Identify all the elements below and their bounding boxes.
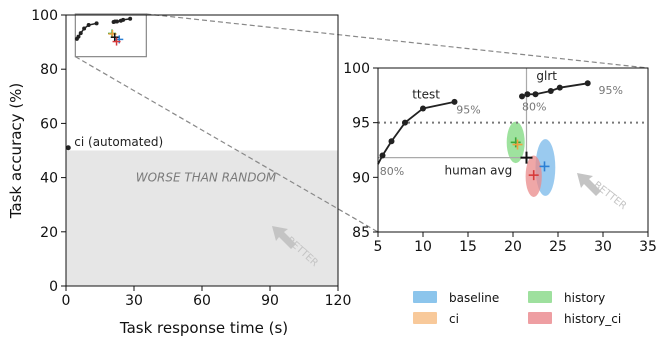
main-x-tick-label: 120 xyxy=(325,293,352,309)
inset-glrt-point xyxy=(556,84,563,91)
main-y-tick-label: 40 xyxy=(40,171,58,187)
inset-plot: human avg ttest glrt 95% 80% 95% 80% BET… xyxy=(343,61,657,255)
main-x-tick-label: 60 xyxy=(193,293,211,309)
legend-swatch-ci xyxy=(413,312,437,324)
inset-better-arrow xyxy=(577,173,601,196)
main-y-tick-label: 80 xyxy=(40,62,58,78)
zoom-box xyxy=(74,13,147,58)
glrt-80-percent-label: 80% xyxy=(522,100,546,113)
zoom-connector-top xyxy=(146,13,649,69)
inset-marker-baseline xyxy=(539,161,550,172)
main-points xyxy=(74,16,133,41)
inset-y-tick-label: 85 xyxy=(352,225,370,241)
main-y-tick-label: 0 xyxy=(49,279,58,295)
inset-y-tick-label: 90 xyxy=(352,170,370,186)
main-y-tick-label: 60 xyxy=(40,116,58,132)
main-ttest-point xyxy=(82,26,87,31)
inset-glrt-point xyxy=(547,87,554,94)
inset-markers xyxy=(510,137,550,181)
inset-ttest-point xyxy=(451,98,458,105)
main-ttest-point xyxy=(76,34,81,39)
main-y-axis-label: Task accuracy (%) xyxy=(7,83,25,220)
human-avg-label: human avg xyxy=(445,164,513,178)
inset-x-tick-label: 10 xyxy=(414,239,432,255)
ttest-label: ttest xyxy=(412,88,440,102)
main-ttest-point xyxy=(78,31,83,36)
glrt-label: glrt xyxy=(536,69,557,83)
inset-x-ticks: 5 10 15 20 25 30 35 xyxy=(374,232,657,255)
inset-points xyxy=(379,80,591,159)
inset-x-tick-label: 35 xyxy=(639,239,657,255)
main-marker-history-ci xyxy=(112,37,121,46)
inset-y-ticks: 85 90 95 100 xyxy=(343,61,378,241)
inset-ttest-point xyxy=(388,138,395,145)
inset-x-tick-label: 20 xyxy=(504,239,522,255)
main-plot: WORSE THAN RANDOM BETTER ci (automated) … xyxy=(7,8,649,337)
main-x-tick-label: 30 xyxy=(125,293,143,309)
inset-ttest-point xyxy=(402,119,408,126)
legend-label-history-ci: history_ci xyxy=(564,312,621,326)
legend-swatch-history xyxy=(528,291,552,303)
inset-x-tick-label: 15 xyxy=(459,239,477,255)
inset-glrt-point xyxy=(519,93,525,100)
main-ttest-point xyxy=(86,23,91,28)
legend-swatch-history-ci xyxy=(528,312,552,324)
legend-label-history: history xyxy=(564,291,605,305)
legend-label-ci: ci xyxy=(449,312,459,326)
main-better-arrow xyxy=(272,226,296,249)
main-x-tick-label: 90 xyxy=(261,293,279,309)
ci-automated-label: ci (automated) xyxy=(74,135,163,149)
inset-x-tick-label: 30 xyxy=(594,239,612,255)
inset-ttest-point xyxy=(420,105,426,112)
main-glrt-point xyxy=(115,19,119,24)
inset-y-tick-label: 95 xyxy=(352,116,370,132)
worse-than-random-region xyxy=(66,150,338,286)
main-marker-human-avg xyxy=(110,33,119,42)
glrt-95-percent-label: 95% xyxy=(599,84,623,97)
main-markers xyxy=(108,29,124,46)
human-avg-marker xyxy=(520,151,533,164)
ttest-95-percent-label: 95% xyxy=(456,104,480,117)
main-ttest-point xyxy=(94,21,99,26)
legend-swatch-baseline xyxy=(413,291,437,303)
inset-x-tick-label: 25 xyxy=(549,239,567,255)
inset-ttest-point xyxy=(379,152,386,159)
main-x-ticks: 0 30 60 90 120 xyxy=(62,286,352,309)
inset-glrt-point xyxy=(532,91,539,98)
inset-marker-history xyxy=(510,137,521,148)
ttest-80-percent-label: 80% xyxy=(380,165,404,178)
worse-than-random-label: WORSE THAN RANDOM xyxy=(136,171,277,185)
main-y-ticks: 0 20 40 60 80 100 xyxy=(31,8,66,295)
ci-automated-point xyxy=(65,145,71,151)
main-x-tick-label: 0 xyxy=(62,293,71,309)
inset-x-tick-label: 5 xyxy=(374,239,383,255)
main-y-tick-label: 20 xyxy=(40,225,58,241)
inset-glrt-point xyxy=(524,91,531,98)
main-x-axis-label: Task response time (s) xyxy=(119,319,288,337)
legend: baseline history ci history_ci xyxy=(413,291,621,326)
legend-label-baseline: baseline xyxy=(449,291,499,305)
inset-marker-ci xyxy=(512,139,523,150)
main-glrt-point xyxy=(121,17,126,22)
inset-y-tick-label: 100 xyxy=(343,61,370,77)
inset-marker-history-ci xyxy=(528,170,539,181)
main-y-tick-label: 100 xyxy=(31,8,58,24)
inset-glrt-point xyxy=(584,80,591,87)
main-glrt-point xyxy=(128,16,133,21)
zoom-connector-bottom xyxy=(75,56,379,233)
